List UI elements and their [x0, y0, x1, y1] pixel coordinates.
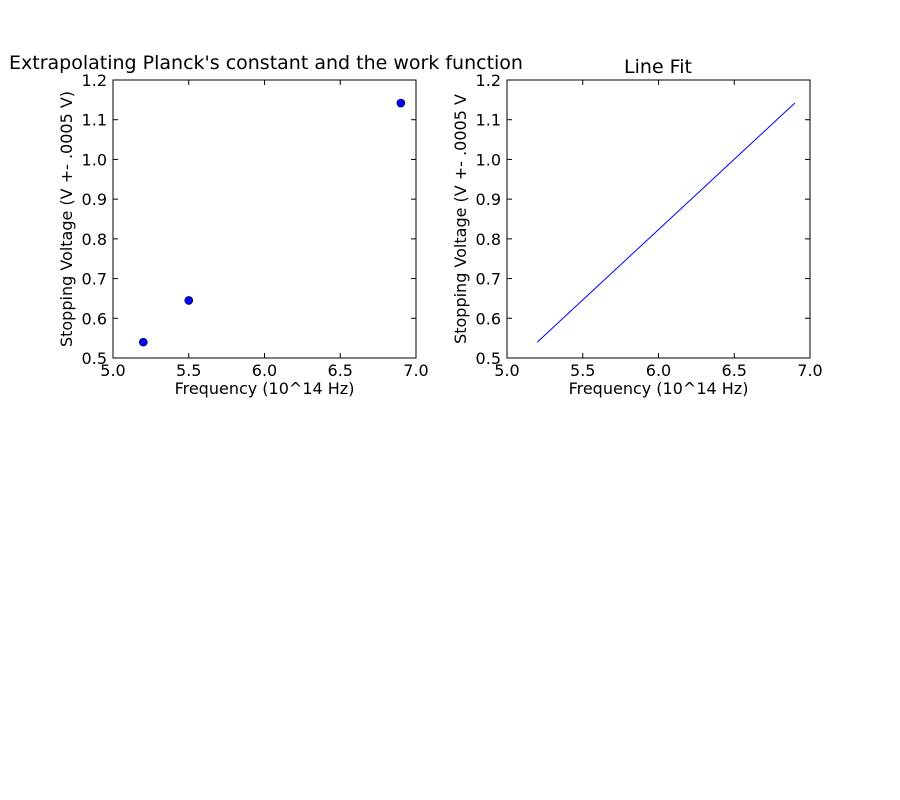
- y-tick-label: 1.0: [476, 150, 501, 169]
- y-axis-label: Stopping Voltage (V +- .0005 V: [451, 94, 470, 344]
- data-points: [139, 98, 406, 347]
- data-point: [396, 98, 406, 108]
- x-tick-label: 6.0: [252, 361, 277, 380]
- scatter-chart: Extrapolating Planck's constant and the …: [9, 52, 523, 398]
- plot-frame: [506, 79, 811, 359]
- chart-title: Line Fit: [624, 56, 692, 78]
- y-tick-label: 1.1: [82, 111, 107, 130]
- plot-frame: [112, 79, 417, 359]
- y-tick-labels: 0.5 0.6 0.7 0.8 0.9 1.0 1.1 1.2: [82, 71, 107, 368]
- y-tick-label: 0.7: [82, 270, 107, 289]
- y-tick-labels: 0.5 0.6 0.7 0.8 0.9 1.0 1.1 1.2: [476, 71, 501, 368]
- y-tick-label: 0.9: [82, 190, 107, 209]
- data-point: [139, 337, 148, 347]
- fit-line: [536, 102, 796, 343]
- x-axis-label: Frequency (10^14 Hz): [569, 379, 749, 398]
- x-tick-labels: 5.0 5.5 6.0 6.5 7.0: [494, 361, 822, 380]
- x-tick-label: 6.0: [646, 361, 671, 380]
- y-tick-label: 0.5: [82, 349, 107, 368]
- y-tick-label: 0.8: [476, 230, 501, 249]
- y-tick-label: 1.2: [476, 71, 501, 90]
- tick-marks: [506, 79, 811, 359]
- x-axis-label: Frequency (10^14 Hz): [175, 379, 355, 398]
- x-tick-label: 5.0: [100, 361, 125, 380]
- y-tick-label: 0.5: [476, 349, 501, 368]
- tick-marks: [112, 79, 417, 359]
- x-tick-label: 6.5: [328, 361, 353, 380]
- series-line: [536, 102, 796, 343]
- x-tick-label: 5.5: [570, 361, 595, 380]
- x-tick-label: 7.0: [797, 361, 822, 380]
- line-fit-chart: Line Fit 5.0 5.5 6.0 6.5 7.0 0.5 0.6 0.7 0.8 0.9…: [451, 56, 823, 398]
- x-tick-labels: 5.0 5.5 6.0 6.5 7.0: [100, 361, 428, 380]
- y-tick-label: 1.0: [82, 150, 107, 169]
- x-tick-label: 5.0: [494, 361, 519, 380]
- y-axis-label: Stopping Voltage (V +- .0005 V): [57, 91, 76, 347]
- data-point: [184, 296, 194, 305]
- x-tick-label: 6.5: [722, 361, 747, 380]
- y-tick-label: 0.6: [82, 309, 107, 328]
- x-tick-label: 5.5: [176, 361, 201, 380]
- y-tick-label: 0.8: [82, 230, 107, 249]
- x-tick-label: 7.0: [403, 361, 428, 380]
- y-tick-label: 1.2: [82, 71, 107, 90]
- y-tick-label: 0.7: [476, 270, 501, 289]
- y-tick-label: 1.1: [476, 111, 501, 130]
- y-tick-label: 0.9: [476, 190, 501, 209]
- y-tick-label: 0.6: [476, 309, 501, 328]
- chart-title: Extrapolating Planck's constant and the …: [9, 52, 523, 74]
